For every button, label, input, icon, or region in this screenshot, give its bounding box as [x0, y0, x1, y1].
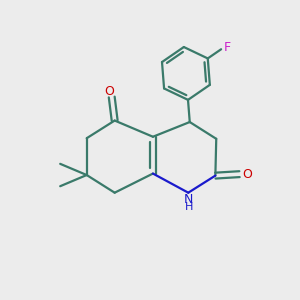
Text: O: O [242, 168, 252, 181]
Text: O: O [104, 85, 114, 98]
Text: F: F [224, 41, 231, 54]
Text: N: N [184, 193, 194, 206]
Text: H: H [185, 202, 193, 212]
